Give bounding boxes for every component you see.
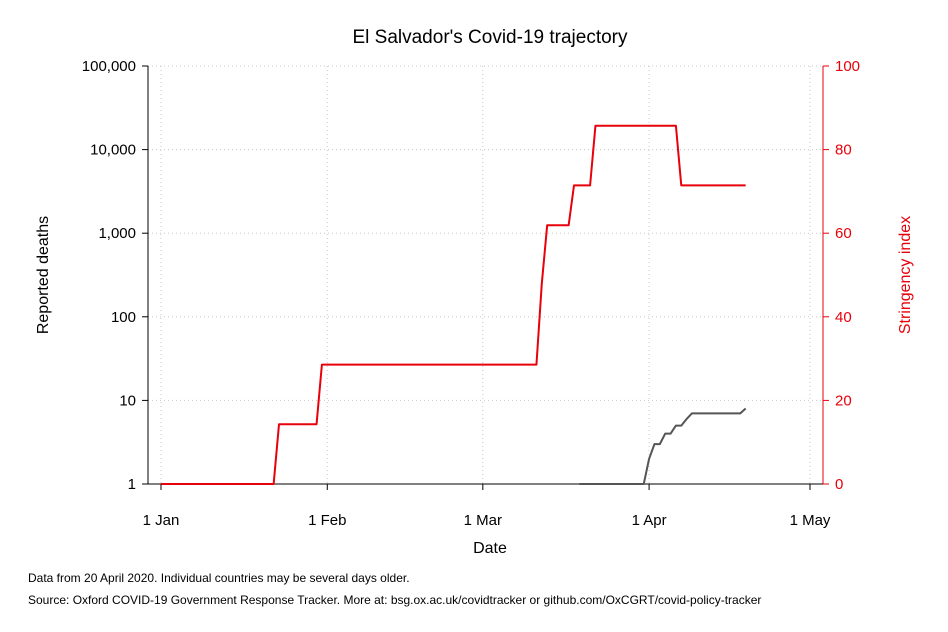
y-right-tick-label: 0 [835, 476, 843, 493]
y-right-tick-label: 60 [835, 225, 852, 242]
grid [148, 66, 823, 484]
y-right-tick-label: 40 [835, 309, 852, 326]
y-right-axis-label: Stringency index [897, 216, 914, 334]
series-layer [161, 126, 746, 484]
x-tick-label: 1 Apr [632, 512, 667, 529]
x-tick-label: 1 May [790, 512, 831, 529]
y-left-tick-label: 10 [119, 392, 136, 409]
y-right-tick-label: 20 [835, 392, 852, 409]
x-tick-label: 1 Feb [308, 512, 346, 529]
y-right-tick-label: 100 [835, 58, 860, 75]
x-tick-label: 1 Mar [464, 512, 502, 529]
y-left-tick-label: 100,000 [82, 58, 136, 75]
axes: 1 10 100 1,000 10,000 100,000 0 20 40 60 80 100 1 Ja… [82, 58, 860, 529]
y-left-tick-label: 100 [111, 309, 136, 326]
y-left-tick-label: 10,000 [90, 142, 136, 159]
x-tick-label: 1 Jan [143, 512, 180, 529]
y-left-axis-label: Reported deaths [35, 216, 52, 334]
y-right-tick-label: 80 [835, 142, 852, 159]
source-note: Source: Oxford COVID-19 Government Respo… [28, 593, 761, 607]
stringency-series-line [161, 126, 746, 484]
data-note: Data from 20 April 2020. Individual coun… [28, 571, 410, 585]
x-axis-label: Date [473, 540, 507, 557]
y-left-tick-label: 1,000 [98, 225, 136, 242]
deaths-series-line [579, 409, 745, 485]
y-left-tick-label: 1 [128, 476, 136, 493]
chart-title: El Salvador's Covid-19 trajectory [352, 27, 628, 48]
